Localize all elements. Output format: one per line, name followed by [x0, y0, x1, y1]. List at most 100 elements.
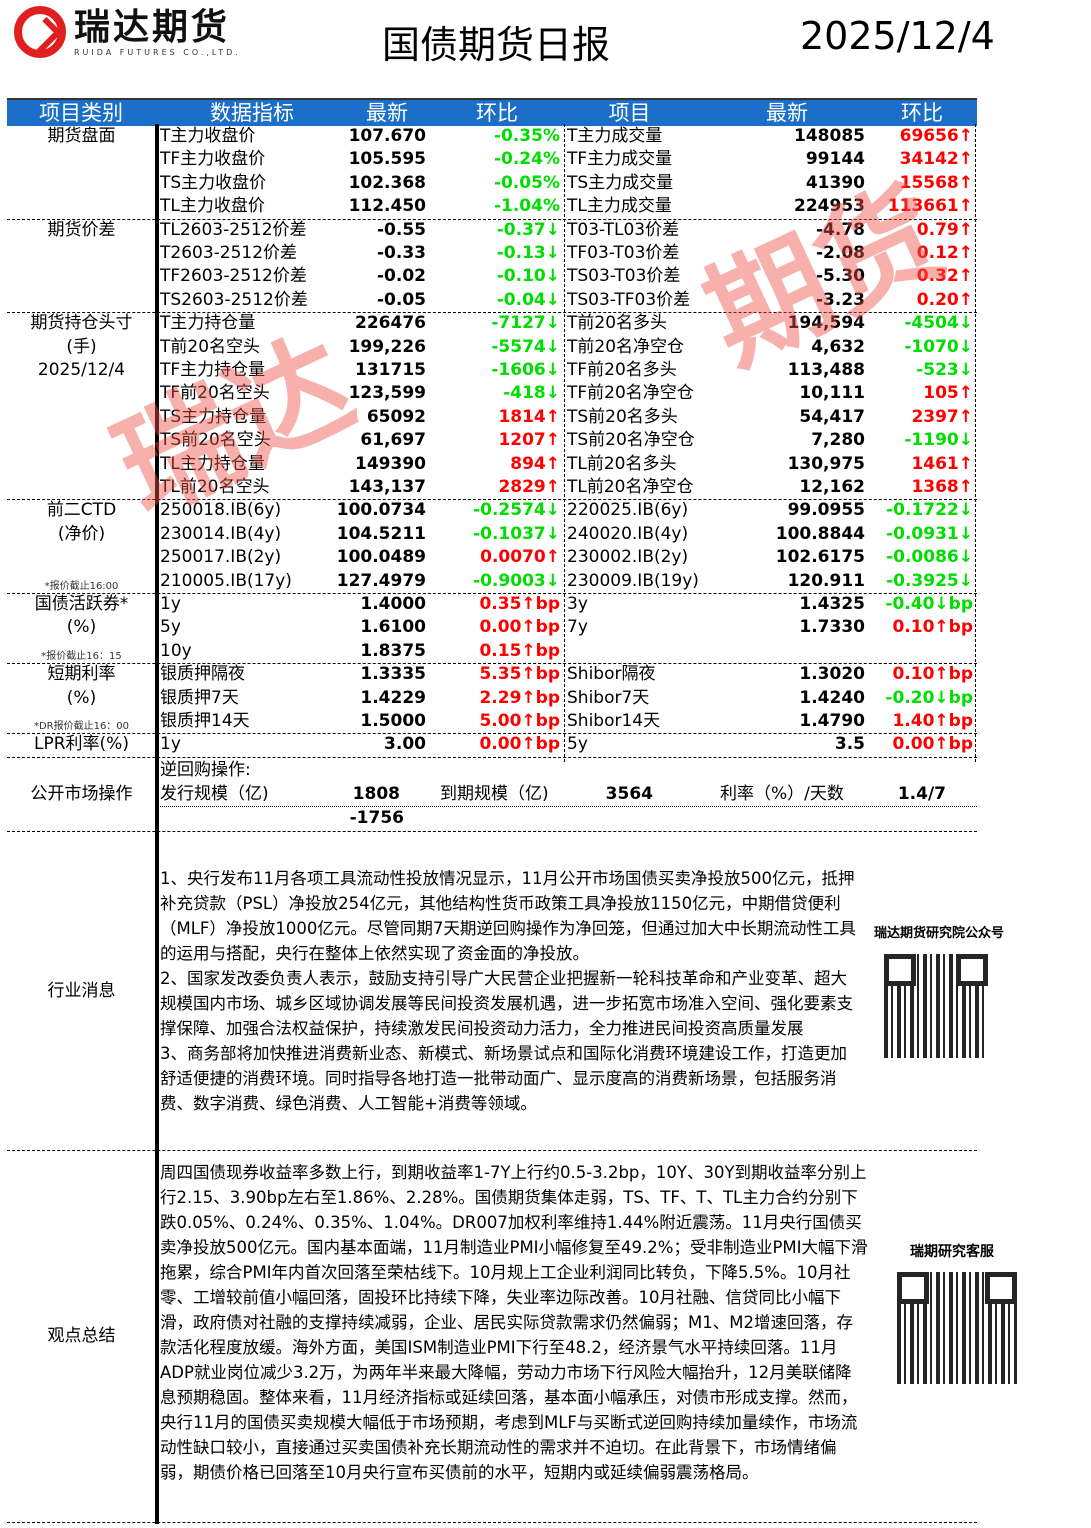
indicator-name: TF2603-2512价差 [160, 266, 307, 287]
category-label: 前二CTD [46, 500, 117, 521]
indicator-name: TL主力收盘价 [160, 196, 265, 217]
divider [7, 831, 977, 832]
section-divider [7, 312, 977, 314]
latest-value: 102.368 [348, 172, 426, 193]
item-name: 230002.IB(2y) [567, 547, 689, 568]
change-value-2: 105↑ [923, 383, 973, 404]
indicator-name: 5y [160, 617, 181, 638]
change-value-2: 15568↑ [899, 172, 973, 193]
item-name: TF前20名多头 [567, 360, 677, 380]
indicator-name: TL前20名空头 [160, 477, 270, 497]
item-name: TF主力成交量 [567, 149, 673, 170]
section-divider [7, 499, 977, 501]
quote-cutoff-note: *报价截止16：15 [41, 650, 122, 662]
header-indicator: 数据指标 [210, 101, 294, 125]
indicator-name: 银质押14天 [160, 711, 250, 731]
issue-label: 发行规模（亿) [160, 784, 269, 804]
indicator-name: TL主力持仓量 [160, 453, 265, 474]
change-value: -7127↓ [491, 313, 560, 334]
news-text: 1、央行发布11月各项工具流动性投放情况显示，11月公开市场国债买卖净投放500… [160, 869, 856, 1113]
item-name: TF前20名净空仓 [567, 383, 694, 404]
item-name: T主力成交量 [567, 126, 663, 146]
change-value: 894↑ [510, 453, 560, 474]
change-value: 1207↑ [498, 430, 560, 451]
change-value-2: 0.12↑ [916, 243, 973, 263]
indicator-name: T主力收盘价 [160, 126, 256, 146]
latest-value: -0.02 [377, 266, 426, 287]
latest-value-2: 120.911 [787, 570, 865, 591]
item-name: TL前20名多头 [567, 453, 677, 474]
change-value-2: -0.0086↓ [886, 547, 973, 568]
latest-value: 1.4000 [360, 594, 426, 614]
change-value-2: 34142↑ [899, 149, 973, 170]
category-label: 短期利率 [47, 664, 116, 685]
change-value: -0.24% [493, 149, 560, 170]
item-name: 240020.IB(4y) [567, 523, 689, 544]
item-name: Shibor14天 [567, 711, 661, 731]
latest-value-2: 148085 [794, 126, 865, 146]
latest-value: 100.0734 [336, 500, 426, 521]
indicator-name: TS前20名空头 [160, 430, 271, 451]
latest-value-2: 130,975 [787, 453, 865, 474]
change-value: 5.35↑bp [479, 664, 560, 685]
latest-value: -0.33 [377, 243, 426, 263]
indicator-name: T前20名空头 [160, 336, 261, 357]
indicator-name: T2603-2512价差 [160, 243, 298, 263]
change-value-2: 69656↑ [899, 126, 973, 146]
item-name: 3y [567, 594, 588, 614]
qr-label-service: 瑞期研究客服 [910, 1244, 994, 1260]
indicator-name: TF前20名空头 [160, 383, 270, 404]
change-value: -0.10↓ [496, 266, 560, 287]
latest-value-2: 99144 [805, 149, 865, 170]
qr-code-icon [897, 1272, 1017, 1384]
item-name: TS前20名净空仓 [567, 430, 695, 451]
latest-value: 3.00 [384, 734, 426, 755]
latest-value-2: 3.5 [834, 734, 865, 755]
change-value: 5.00↑bp [479, 711, 560, 731]
divider [7, 1150, 977, 1151]
latest-value: 149390 [355, 453, 426, 474]
indicator-name: 230014.IB(4y) [160, 523, 282, 544]
change-value-2: -1190↓ [904, 430, 973, 451]
item-name: 230009.IB(19y) [567, 570, 699, 591]
item-name: Shibor隔夜 [567, 664, 656, 685]
change-value-2: -523↓ [916, 360, 973, 380]
latest-value-2: -3.23 [816, 289, 865, 310]
rate-value: 1.4/7 [897, 784, 946, 804]
logo-name: 瑞达期货 [74, 6, 231, 48]
latest-value-2: 12,162 [799, 477, 865, 497]
indicator-name: T主力持仓量 [160, 313, 256, 334]
item-name: TS主力成交量 [567, 172, 674, 193]
change-value-2: 1.40↑bp [892, 711, 973, 731]
indicator-name: 210005.IB(17y) [160, 570, 292, 591]
latest-value-2: 1.4325 [799, 594, 865, 614]
item-name: T前20名净空仓 [567, 336, 685, 357]
summary-category: 观点总结 [47, 1326, 116, 1346]
header-change: 环比 [476, 101, 518, 125]
latest-value: 1.4229 [360, 687, 426, 708]
change-value-2: -1070↓ [904, 336, 973, 357]
change-value-2: 0.20↑ [916, 289, 973, 310]
latest-value: -0.05 [377, 289, 426, 310]
item-name: 220025.IB(6y) [567, 500, 689, 521]
change-value-2: 2397↑ [911, 406, 973, 427]
category-label: 期货价差 [47, 219, 116, 240]
latest-value-2: 10,111 [799, 383, 865, 404]
category-label: (手) [66, 336, 97, 357]
indicator-name: TS主力持仓量 [160, 406, 267, 427]
category-label: LPR利率(%) [34, 734, 129, 755]
reverse-repo-label: 逆回购操作: [160, 760, 251, 780]
table-header: 项目类别 数据指标 最新 环比 项目 最新 环比 [7, 98, 977, 126]
latest-value-2: 1.7330 [799, 617, 865, 638]
category-label: (%) [66, 687, 97, 708]
change-value: 0.00↑bp [479, 617, 560, 638]
indicator-name: TF主力收盘价 [160, 149, 266, 170]
latest-value: 1.5000 [360, 711, 426, 731]
summary-text: 周四国债现券收益率多数上行，到期收益率1-7Y上行约0.5-3.2bp，10Y、… [160, 1163, 868, 1482]
report-date: 2025/12/4 [800, 14, 995, 58]
column-divider-dashed [564, 124, 565, 762]
header-latest-2: 最新 [766, 101, 808, 125]
latest-value: 1.3335 [360, 664, 426, 685]
change-value: 2829↑ [498, 477, 560, 497]
